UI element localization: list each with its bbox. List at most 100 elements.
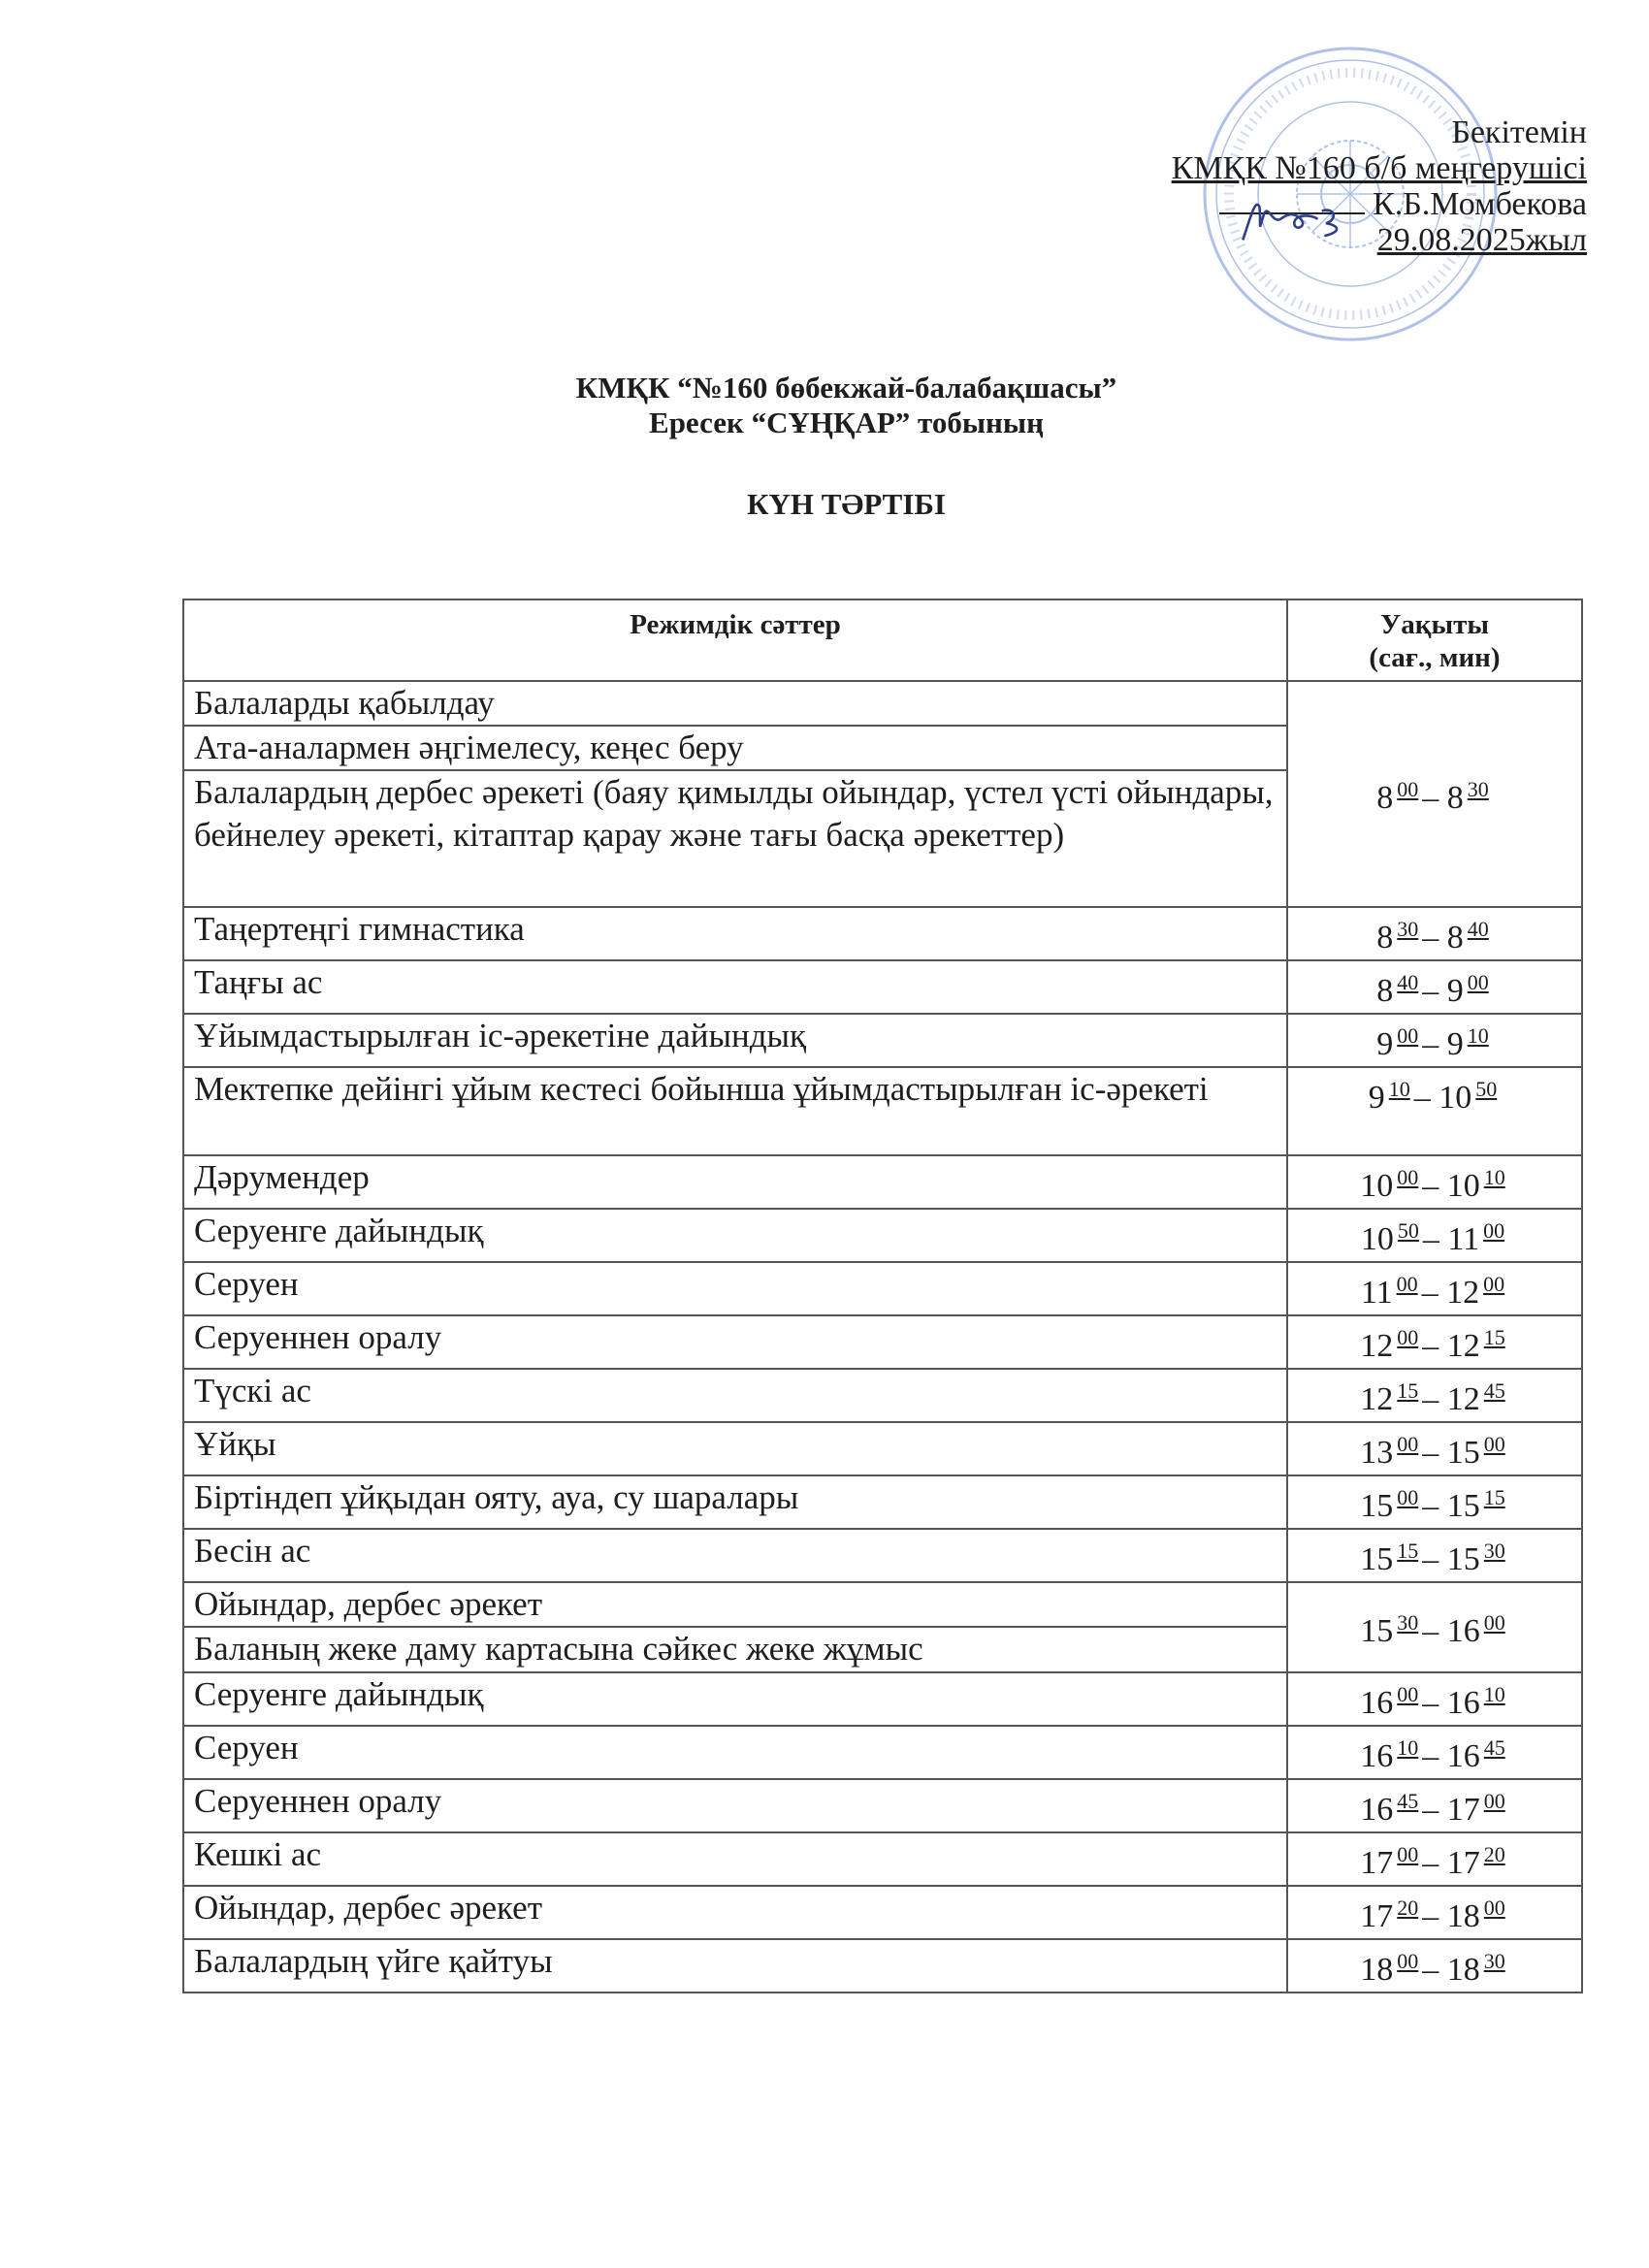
activity-cell: Серуен <box>182 1725 1288 1780</box>
time-cell: 17 00– 17 20 <box>1286 1831 1583 1887</box>
time-dash: – <box>1422 1613 1439 1649</box>
time-cell: 8 40– 9 00 <box>1286 959 1583 1015</box>
activity-cell: Балаларды қабылдау <box>182 680 1288 727</box>
end-minute: 40 <box>1467 917 1489 941</box>
start-minute: 00 <box>1397 777 1419 801</box>
start-hour: 16 <box>1360 1792 1394 1828</box>
activity-cell: Ойындар, дербес әрекет <box>182 1885 1288 1940</box>
table-row: Ұйқы 13 00– 15 00 <box>182 1421 1583 1476</box>
end-minute: 50 <box>1475 1077 1498 1101</box>
table-row: Түскі ас 12 15– 12 45 <box>182 1368 1583 1423</box>
end-hour: 12 <box>1446 1381 1480 1417</box>
activity-cell: Кешкі ас <box>182 1831 1288 1887</box>
activity-cell: Балалардың дербес әрекеті (баяу қимылды … <box>182 769 1288 908</box>
start-minute: 00 <box>1397 1165 1419 1189</box>
activity-cell: Таңертеңгі гимнастика <box>182 906 1288 961</box>
end-hour: 12 <box>1446 1275 1480 1311</box>
time-cell: 9 00– 9 10 <box>1286 1013 1583 1068</box>
table-row: Кешкі ас 17 00– 17 20 <box>182 1831 1583 1887</box>
time-dash: – <box>1413 1080 1431 1116</box>
end-minute: 00 <box>1483 1789 1505 1813</box>
start-hour: 8 <box>1376 780 1394 816</box>
start-minute: 00 <box>1397 1842 1419 1866</box>
end-hour: 11 <box>1447 1221 1480 1257</box>
approval-position: КМҚК №160 б/б меңгерушісі <box>1171 150 1587 186</box>
table-row: Серуеннен оралу 12 00– 12 15 <box>182 1314 1583 1370</box>
start-minute: 00 <box>1397 1485 1419 1509</box>
end-minute: 30 <box>1483 1949 1505 1973</box>
end-minute: 00 <box>1483 1272 1505 1296</box>
activity-cell: Мектепке дейінгі ұйым кестесі бойынша ұй… <box>182 1066 1288 1156</box>
end-hour: 16 <box>1446 1685 1480 1721</box>
start-hour: 15 <box>1360 1613 1394 1649</box>
time-dash: – <box>1422 1541 1439 1577</box>
time-cell: 8 00– 8 30 <box>1286 680 1583 908</box>
activity-cell: Ойындар, дербес әрекет <box>182 1581 1288 1628</box>
end-minute: 45 <box>1483 1378 1505 1403</box>
table-header-row: Режимдік сәттер Уақыты (сағ., мин) <box>182 599 1583 682</box>
time-dash: – <box>1422 1328 1439 1364</box>
end-hour: 17 <box>1446 1792 1480 1828</box>
start-minute: 10 <box>1397 1735 1419 1760</box>
time-cell: 10 00– 10 10 <box>1286 1154 1583 1210</box>
activity-cell: Біртіндеп ұйқыдан ояту, ауа, су шаралары <box>182 1474 1288 1530</box>
time-dash: – <box>1422 1168 1439 1204</box>
time-cell: 16 00– 16 10 <box>1286 1671 1583 1727</box>
time-dash: – <box>1422 1792 1439 1828</box>
start-hour: 12 <box>1360 1328 1394 1364</box>
end-hour: 18 <box>1446 1952 1480 1988</box>
end-minute: 10 <box>1483 1682 1505 1706</box>
start-minute: 15 <box>1397 1539 1419 1563</box>
table-row: Серуен 11 00– 12 00 <box>182 1261 1583 1316</box>
end-hour: 16 <box>1446 1738 1480 1774</box>
activity-cell: Ұйқы <box>182 1421 1288 1476</box>
activity-cell: Ата-аналармен әңгімелесу, кеңес беру <box>182 725 1288 771</box>
end-minute: 30 <box>1483 1539 1505 1563</box>
start-minute: 00 <box>1397 1682 1419 1706</box>
end-hour: 8 <box>1446 780 1464 816</box>
table-row: Ойындар, дербес әрекет 17 20– 18 00 <box>182 1885 1583 1940</box>
time-dash: – <box>1422 1898 1439 1934</box>
start-hour: 17 <box>1360 1898 1394 1934</box>
column-header-time-line2: (сағ., мин) <box>1369 642 1501 673</box>
table-row: Ата-аналармен әңгімелесу, кеңес беру <box>182 725 1582 771</box>
table-row: Дәрумендер 10 00– 10 10 <box>182 1154 1583 1210</box>
start-hour: 12 <box>1360 1381 1394 1417</box>
end-hour: 15 <box>1446 1488 1480 1524</box>
time-cell: 8 30– 8 40 <box>1286 906 1583 961</box>
table-row: Таңғы ас 8 40– 9 00 <box>182 959 1583 1015</box>
column-header-time-line1: Уақыты <box>1379 609 1490 640</box>
table-row: Бесін ас 15 15– 15 30 <box>182 1528 1583 1583</box>
time-cell: 16 45– 17 00 <box>1286 1778 1583 1833</box>
end-hour: 18 <box>1446 1898 1480 1934</box>
time-dash: – <box>1422 1488 1439 1524</box>
approval-block: Бекітемін КМҚК №160 б/б меңгерушісі К.Б.… <box>1172 114 1587 258</box>
activity-cell: Ұйымдастырылған іс-әрекетіне дайындық <box>182 1013 1288 1068</box>
schedule-table: Режимдік сәттер Уақыты (сағ., мин) Балал… <box>182 599 1583 1993</box>
end-hour: 9 <box>1446 973 1464 1009</box>
column-header-activity: Режимдік сәттер <box>182 599 1288 682</box>
approval-date: 29.08.2025жыл <box>1376 222 1587 258</box>
time-cell: 17 20– 18 00 <box>1286 1885 1583 1940</box>
time-cell: 15 30– 16 00 <box>1286 1581 1583 1673</box>
start-minute: 45 <box>1397 1789 1419 1813</box>
table-row: Балаларды қабылдау 8 00– 8 30 <box>182 680 1583 908</box>
start-hour: 17 <box>1360 1845 1394 1881</box>
start-minute: 15 <box>1397 1378 1419 1403</box>
table-row: Біртіндеп ұйқыдан ояту, ауа, су шаралары… <box>182 1474 1583 1530</box>
official-stamp <box>1203 47 1498 341</box>
end-minute: 15 <box>1483 1325 1505 1349</box>
page-title: КҮН ТӘРТІБІ <box>747 487 946 521</box>
end-hour: 10 <box>1439 1080 1472 1116</box>
start-minute: 10 <box>1388 1077 1410 1101</box>
activity-cell: Серуеннен оралу <box>182 1778 1288 1833</box>
time-dash: – <box>1422 920 1439 956</box>
table-row: Балалардың үйге қайтуы 18 00– 18 30 <box>182 1938 1583 1993</box>
start-minute: 20 <box>1397 1895 1419 1920</box>
activity-cell: Түскі ас <box>182 1368 1288 1423</box>
activity-cell: Серуен <box>182 1261 1288 1316</box>
table-row: Мектепке дейінгі ұйым кестесі бойынша ұй… <box>182 1066 1583 1156</box>
end-hour: 9 <box>1446 1026 1464 1062</box>
institution-title: КМҚК “№160 бөбекжай-балабақшасы” <box>575 371 1117 405</box>
time-dash: – <box>1422 1435 1439 1471</box>
